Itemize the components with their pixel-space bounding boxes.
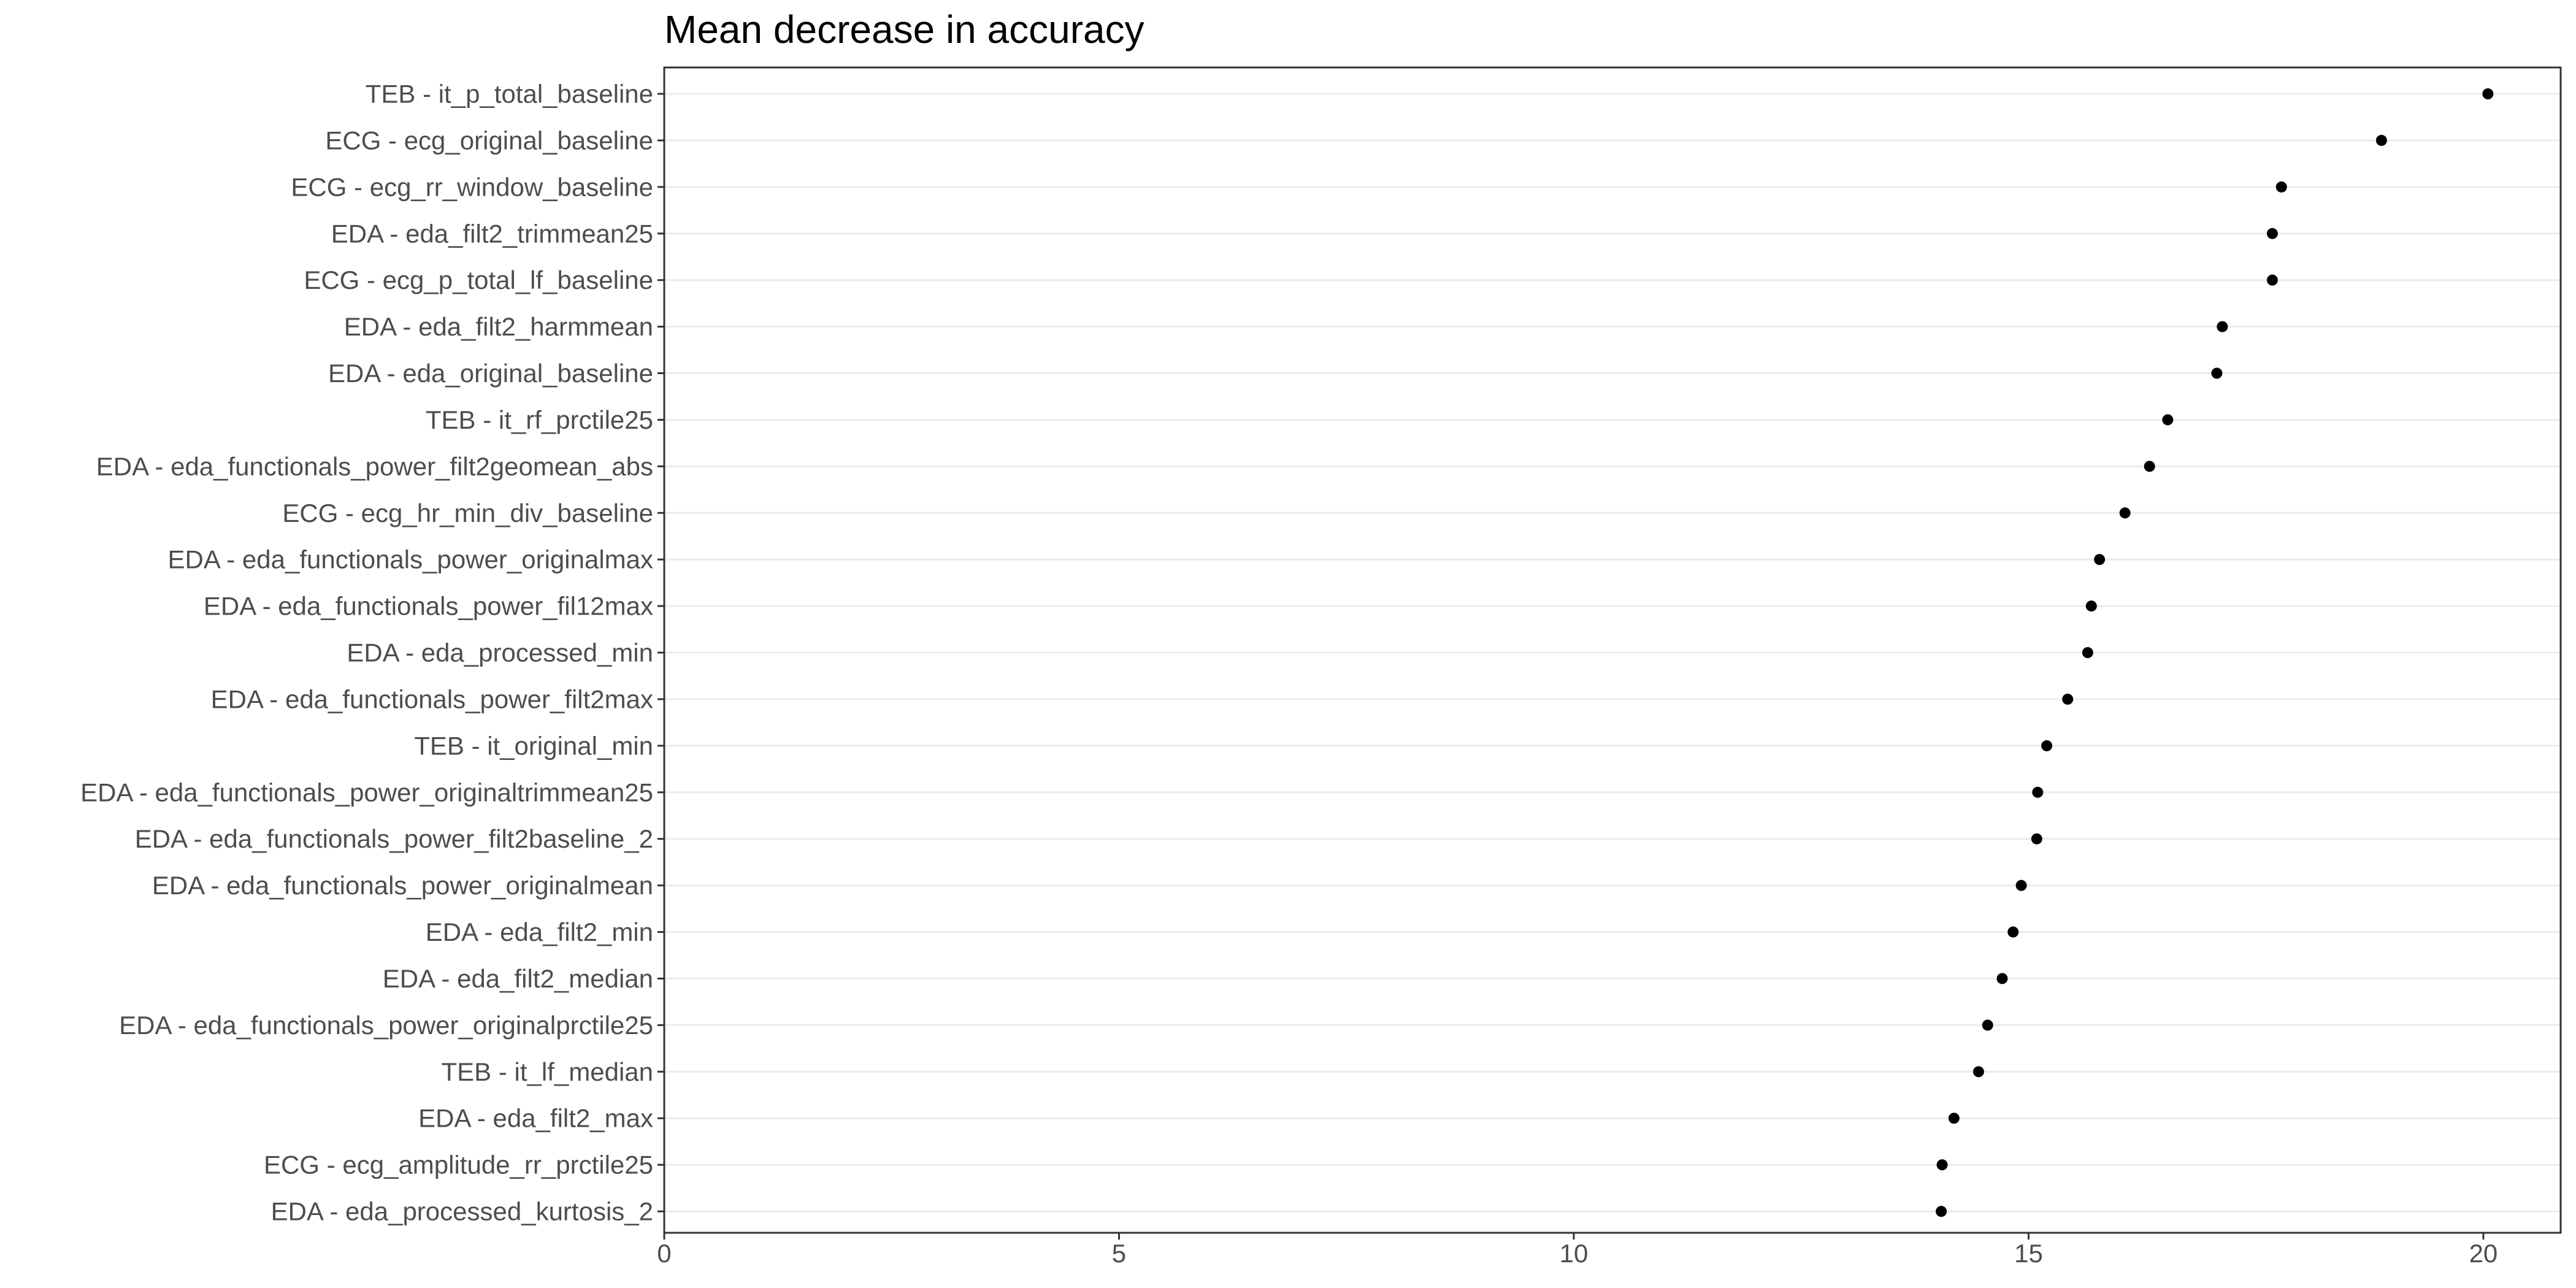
y-axis: TEB - it_p_total_baseline ECG - ecg_origi… <box>80 80 664 1226</box>
y-tick-label: EDA - eda_functionals_power_originalmax <box>168 545 653 574</box>
data-point <box>1936 1206 1947 1217</box>
data-point <box>2082 647 2093 659</box>
y-tick-label: TEB - it_original_min <box>414 731 653 760</box>
y-tick-label: EDA - eda_filt2_harmmean <box>344 312 653 341</box>
data-point <box>2266 228 2278 239</box>
y-tick-label: EDA - eda_filt2_median <box>383 964 653 993</box>
data-point <box>2162 414 2174 426</box>
y-tick-label: EDA - eda_processed_min <box>347 638 653 667</box>
data-point <box>2144 461 2155 472</box>
y-tick-label: EDA - eda_functionals_power_filt2max <box>211 684 653 713</box>
data-point <box>2375 134 2387 146</box>
data-point <box>2094 554 2106 565</box>
y-tick-label: EDA - eda_original_baseline <box>328 359 653 388</box>
y-tick-label: ECG - ecg_original_baseline <box>325 126 653 155</box>
y-tick-label: EDA - eda_processed_kurtosis_2 <box>271 1197 653 1226</box>
y-tick-label: EDA - eda_functionals_power_originalmean <box>152 871 653 900</box>
y-tick-label: TEB - it_p_total_baseline <box>366 80 653 109</box>
data-point <box>2007 926 2019 938</box>
y-tick-label: EDA - eda_functionals_power_originaltrim… <box>80 778 653 807</box>
y-tick-label: EDA - eda_functionals_power_originalprct… <box>119 1011 653 1040</box>
y-tick-label: EDA - eda_functionals_power_filt2geomean… <box>96 452 653 481</box>
x-tick-label: 10 <box>1560 1239 1589 1268</box>
y-tick-label: EDA - eda_functionals_power_fil12max <box>204 592 653 621</box>
data-point <box>2482 88 2494 99</box>
y-tick-label: ECG - ecg_amplitude_rr_prctile25 <box>264 1151 653 1179</box>
data-point <box>2041 740 2053 751</box>
y-tick-label: ECG - ecg_hr_min_div_baseline <box>282 499 653 527</box>
panel-border <box>663 66 2562 1234</box>
points-layer <box>1936 88 2494 1217</box>
y-tick-label: ECG - ecg_p_total_lf_baseline <box>304 266 653 294</box>
x-tick-label: 15 <box>2014 1239 2043 1268</box>
x-axis: 0 5 10 15 20 <box>657 1233 2497 1268</box>
data-point <box>2266 274 2278 286</box>
y-tick-label: EDA - eda_filt2_trimmean25 <box>331 219 653 248</box>
data-point <box>2062 693 2074 705</box>
y-tick-label: EDA - eda_functionals_power_filt2baselin… <box>135 824 653 853</box>
grid-layer <box>664 93 2561 1213</box>
data-point <box>2015 880 2027 891</box>
data-point <box>2032 786 2044 798</box>
data-point <box>1936 1159 1948 1171</box>
data-point <box>1982 1019 1993 1031</box>
x-tick-label: 20 <box>2469 1239 2498 1268</box>
data-point <box>2211 367 2223 379</box>
y-tick-label: TEB - it_rf_prctile25 <box>426 405 653 434</box>
y-tick-label: EDA - eda_filt2_min <box>426 918 653 946</box>
data-point <box>1948 1113 1960 1124</box>
data-point <box>1996 973 2008 984</box>
chart-title: Mean decrease in accuracy <box>664 7 1144 52</box>
data-point <box>2031 833 2042 845</box>
data-point <box>1972 1066 1984 1078</box>
data-point <box>2217 321 2228 332</box>
y-tick-label: ECG - ecg_rr_window_baseline <box>291 172 653 201</box>
data-point <box>2085 600 2097 612</box>
data-point <box>2275 181 2287 193</box>
x-tick-label: 5 <box>1112 1239 1126 1268</box>
data-point <box>2119 507 2131 519</box>
x-tick-label: 0 <box>657 1239 671 1268</box>
y-tick-label: TEB - it_lf_median <box>442 1057 653 1086</box>
y-tick-label: EDA - eda_filt2_max <box>418 1104 653 1133</box>
